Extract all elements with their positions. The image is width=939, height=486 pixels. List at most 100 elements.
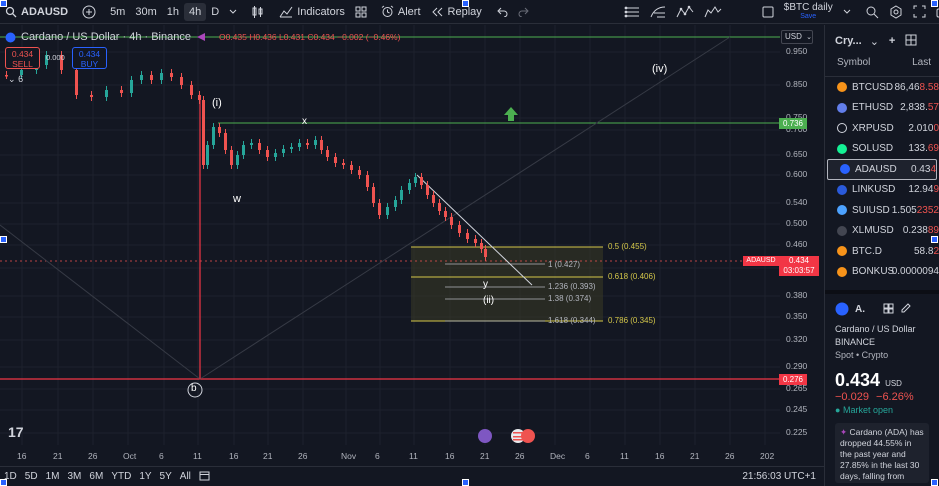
- resize-handle[interactable]: [462, 479, 469, 486]
- interval-4h[interactable]: 4h: [184, 2, 207, 21]
- price-axis[interactable]: 0.950 0.850 0.750 0.700 0.650 0.600 0.540 0.500…: [780, 25, 824, 465]
- range-ytd[interactable]: YTD: [111, 471, 132, 482]
- resize-handle[interactable]: [931, 479, 938, 486]
- layout-checkbox[interactable]: [757, 0, 779, 24]
- details-symbol[interactable]: A.: [855, 303, 865, 315]
- up-arrow-icon[interactable]: [504, 107, 518, 121]
- col-last[interactable]: Last: [912, 57, 931, 68]
- event-icon[interactable]: [478, 429, 492, 443]
- event-flag-icon[interactable]: [521, 429, 535, 443]
- quick-search-button[interactable]: [860, 0, 884, 24]
- wave-label-w[interactable]: w: [233, 193, 241, 205]
- wave-label-x[interactable]: x: [302, 116, 307, 127]
- range-1m[interactable]: 1M: [45, 471, 60, 482]
- redo-button[interactable]: [513, 0, 535, 24]
- watchlist-row-ethusd[interactable]: ETHUSD 2,838.57: [825, 98, 939, 119]
- resize-handle[interactable]: [0, 236, 7, 243]
- fib-zone[interactable]: [411, 247, 603, 321]
- trendline-diagonal[interactable]: [199, 36, 731, 380]
- snapshot-button[interactable]: [931, 0, 939, 24]
- chart-pane[interactable]: 17 (i) w x y (ii) (iv) b 0.5 (0.455) 1 (…: [0, 25, 824, 465]
- candles-icon: [251, 5, 265, 19]
- replay-button[interactable]: Replay: [426, 0, 487, 24]
- candle: [120, 90, 123, 93]
- add-symbol-icon[interactable]: +: [888, 35, 896, 47]
- resize-handle[interactable]: [931, 0, 938, 7]
- interval-30m[interactable]: 30m: [135, 5, 157, 18]
- indicator-toggle[interactable]: ⌄ 6: [8, 74, 23, 85]
- wave-label-y[interactable]: y: [483, 279, 488, 290]
- wave-label-iv[interactable]: (iv): [652, 63, 668, 75]
- templates-button[interactable]: [350, 0, 372, 24]
- candle: [366, 175, 369, 187]
- legend-title[interactable]: Cardano / US Dollar · 4h · Binance: [21, 31, 191, 43]
- layout-grid-icon[interactable]: [905, 34, 917, 49]
- range-5d[interactable]: 5D: [24, 471, 38, 482]
- watchlist-row-xlmusd[interactable]: XLMUSD 0.23889: [825, 221, 939, 242]
- settings-button[interactable]: [884, 0, 908, 24]
- watchlist-row-btcusd[interactable]: BTCUSD 86,468.58: [825, 77, 939, 98]
- interval-d[interactable]: D: [211, 5, 220, 18]
- range-all[interactable]: All: [179, 471, 191, 482]
- sell-button[interactable]: 0.434 SELL: [5, 47, 40, 69]
- news-card[interactable]: ✦ Cardano (ADA) has dropped 44.55% in th…: [835, 423, 929, 483]
- drawing-tool-fib[interactable]: [645, 0, 671, 24]
- fullscreen-button[interactable]: [908, 0, 931, 24]
- watchlist-row-suiusd[interactable]: SUIUSD 1.5052352: [825, 200, 939, 221]
- watchlist-row-xrpusd[interactable]: XRPUSD 2.0100: [825, 118, 939, 139]
- range-5y[interactable]: 5Y: [159, 471, 172, 482]
- wave-label-ii[interactable]: (ii): [483, 295, 495, 306]
- sell-price: 0.434: [11, 49, 34, 59]
- candle: [290, 147, 293, 149]
- coin-icon: [837, 143, 847, 154]
- watchlist-row-btcd[interactable]: BTC.D 58.82: [825, 241, 939, 262]
- drawing-tool-pattern[interactable]: [671, 0, 699, 24]
- symbol-search-button[interactable]: ADAUSD: [0, 0, 73, 24]
- resize-handle[interactable]: [931, 236, 938, 243]
- utc-clock[interactable]: 21:56:03 UTC+1: [742, 471, 816, 482]
- fib-label-05: 0.5 (0.455): [608, 242, 647, 251]
- indicators-button[interactable]: Indicators: [274, 0, 350, 24]
- price-chart[interactable]: 17: [0, 25, 824, 465]
- watchlist-row-solusd[interactable]: SOLUSD 133.69: [825, 139, 939, 160]
- range-3m[interactable]: 3M: [67, 471, 82, 482]
- drawing-tool-elliott[interactable]: [699, 0, 727, 24]
- range-6m[interactable]: 6M: [89, 471, 104, 482]
- date-range-button[interactable]: [195, 470, 214, 484]
- resize-handle[interactable]: [462, 0, 469, 7]
- wave-label-i[interactable]: (i): [212, 97, 222, 109]
- price-tick: 0.650: [786, 149, 808, 159]
- candle: [160, 73, 163, 80]
- wedge-upper-line[interactable]: [416, 174, 533, 286]
- chart-type-button[interactable]: [246, 0, 270, 24]
- trendline-left[interactable]: [0, 224, 201, 380]
- layout-dropdown-button[interactable]: [838, 0, 856, 24]
- edit-icon[interactable]: [900, 302, 911, 316]
- compare-button[interactable]: [77, 0, 101, 24]
- watchlist-title[interactable]: Cry...: [835, 35, 862, 47]
- interval-5m[interactable]: 5m: [110, 5, 126, 18]
- watchlist-row-bonkus[interactable]: BONKUS 0.0000094: [825, 262, 939, 283]
- interval-1h[interactable]: 1h: [166, 5, 179, 18]
- watchlist-row-linkusd[interactable]: LINKUSD 12.949: [825, 180, 939, 201]
- alert-button[interactable]: Alert: [376, 0, 426, 24]
- indicator-count: 6: [18, 74, 24, 84]
- time-axis[interactable]: 16 21 26 Oct 6 11 16 21 26 Nov 6 11 16 21 26 Dec 6 11 16 21…: [0, 447, 780, 465]
- checkbox-icon: [762, 6, 774, 18]
- resize-handle[interactable]: [0, 0, 7, 7]
- watchlist-row-adausd[interactable]: ADAUSD 0.434: [827, 159, 937, 180]
- resize-handle[interactable]: [0, 479, 7, 486]
- grid-view-icon[interactable]: [883, 303, 894, 316]
- watchlist-last: 58.82: [914, 246, 939, 257]
- chevron-down-icon[interactable]: ⌄: [869, 35, 879, 48]
- currency-select[interactable]: USD ⌄: [781, 30, 813, 44]
- range-1y[interactable]: 1Y: [139, 471, 152, 482]
- col-symbol[interactable]: Symbol: [837, 57, 871, 68]
- range-1d[interactable]: 1D: [4, 471, 17, 482]
- interval-dropdown-button[interactable]: [224, 0, 242, 24]
- drawing-tool-lines[interactable]: [619, 0, 645, 24]
- buy-button[interactable]: 0.434 BUY: [72, 47, 107, 69]
- layout-name-button[interactable]: $BTC daily Save: [779, 0, 838, 24]
- undo-button[interactable]: [491, 0, 513, 24]
- wave-label-b[interactable]: b: [191, 383, 197, 394]
